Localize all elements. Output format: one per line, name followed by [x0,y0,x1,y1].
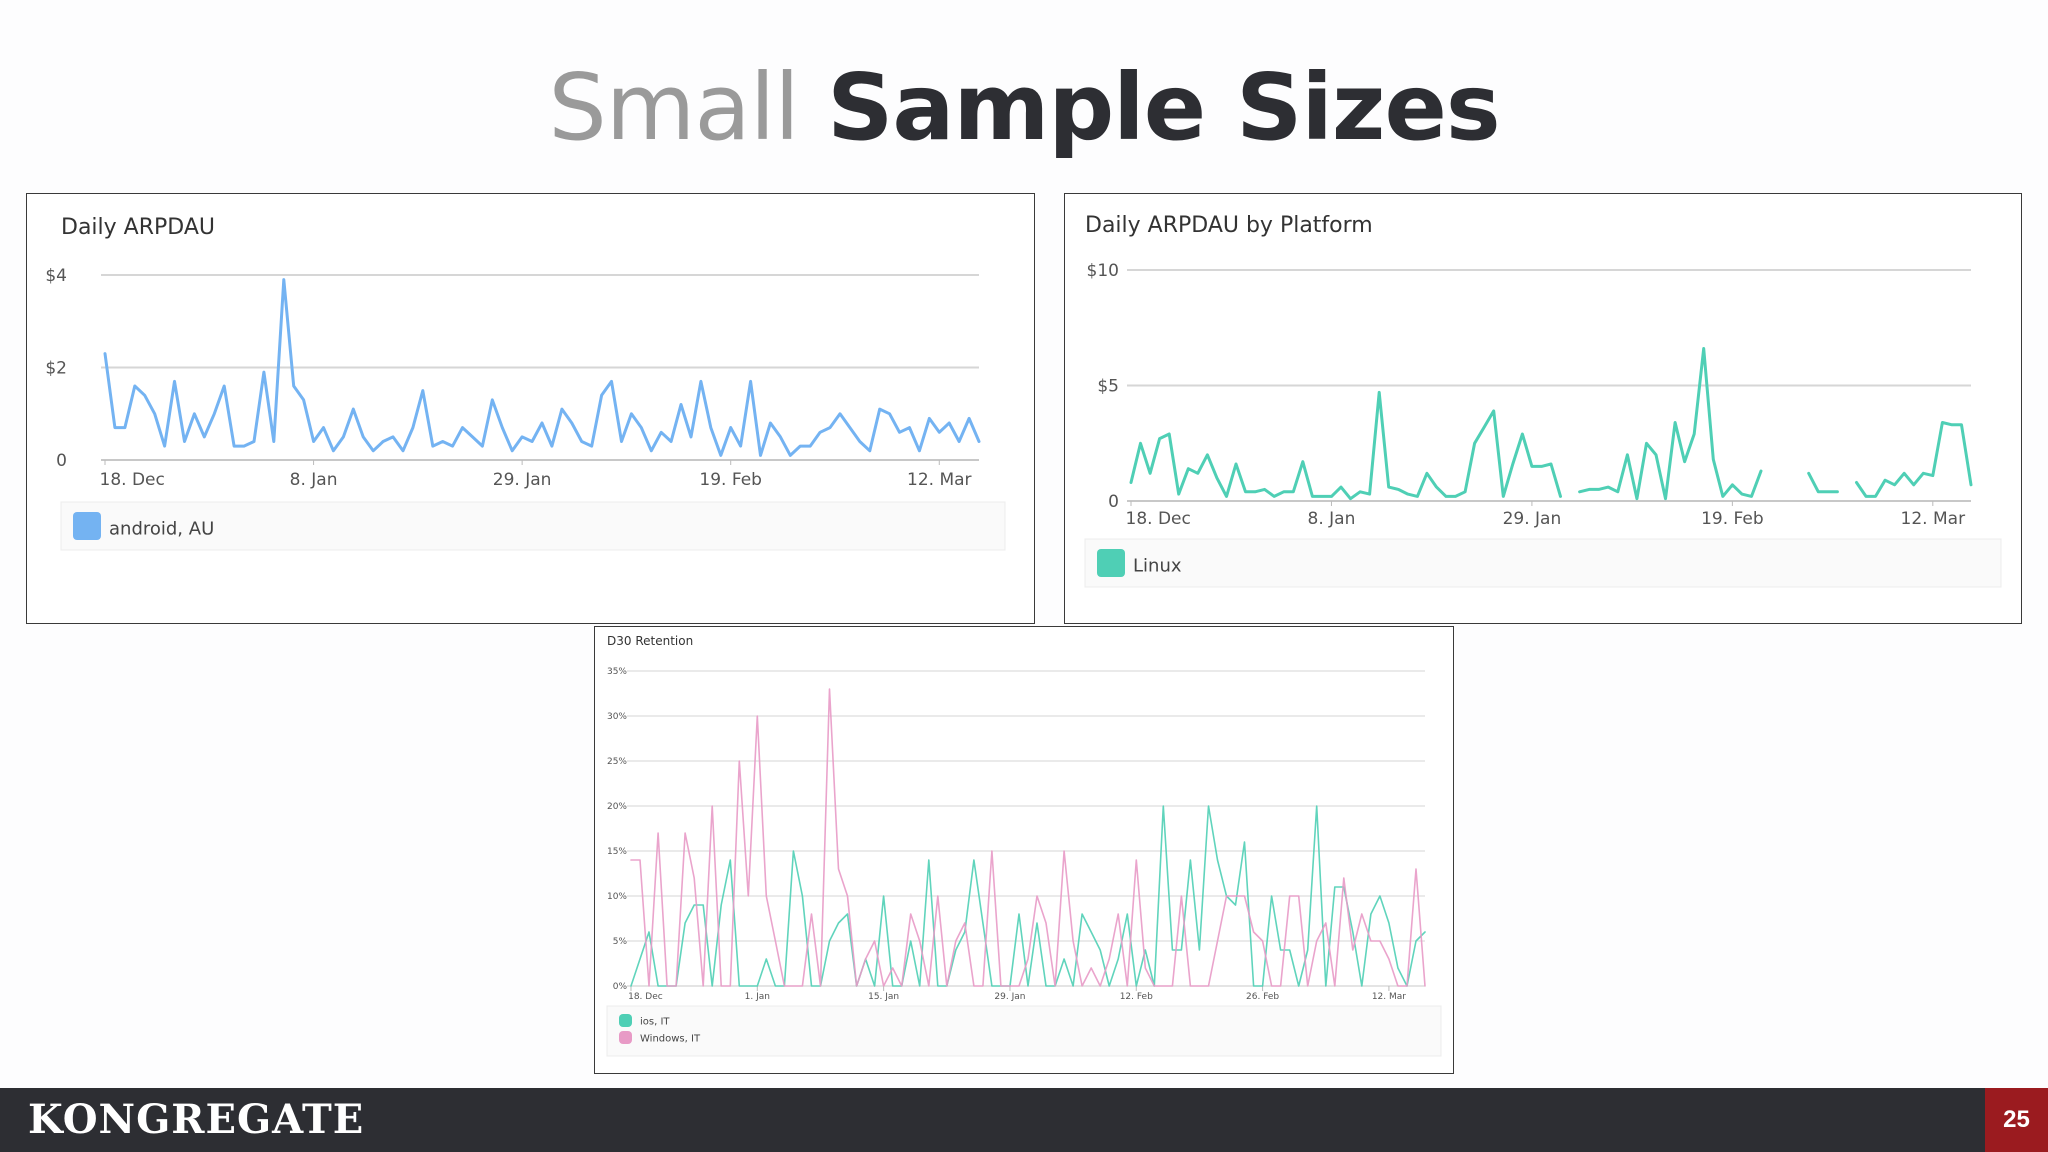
x-tick-label: 12. Feb [1120,992,1153,1002]
x-tick-label: 12. Mar [1372,992,1406,1002]
x-tick-label: 29. Jan [493,470,552,490]
x-tick-label: 1. Jan [745,992,770,1002]
title-bold: Sample Sizes [827,54,1501,161]
series-line [1129,347,1973,501]
x-tick-label: 29. Jan [994,992,1025,1002]
y-tick-label: 25% [607,757,627,767]
y-tick-label: 0 [1108,492,1119,512]
legend-swatch [1097,549,1125,577]
chart-panel-daily-arpdau: Daily ARPDAU 0 $2 $4 18. Dec 8. Jan 29. Jan 19.… [26,193,1035,624]
x-tick-label: 8. Jan [290,470,338,490]
x-tick-label: 18. Dec [1126,509,1191,529]
legend-box [60,501,1006,551]
legend-box [1084,538,2002,588]
x-tick-label: 18. Dec [100,470,165,490]
x-tick-label: 12. Mar [1901,509,1966,529]
chart-title: Daily ARPDAU by Platform [1085,213,1373,238]
y-tick-label: 20% [607,802,627,812]
legend-swatch [73,512,101,540]
chart-title: Daily ARPDAU [61,215,215,240]
y-tick-label: $5 [1097,376,1119,396]
y-tick-label: 15% [607,847,627,857]
y-tick-label: 35% [607,667,627,677]
x-tick-label: 29. Jan [1503,509,1562,529]
y-tick-label: 10% [607,892,627,902]
legend-label: ios, IT [640,1016,670,1027]
chart-daily-arpdau: Daily ARPDAU 0 $2 $4 18. Dec 8. Jan 29. Jan 19.… [45,215,1006,551]
y-tick-label: $2 [45,358,67,378]
slide-title: Small Sample Sizes [0,48,2048,168]
x-tick-label: 26. Feb [1246,992,1279,1002]
y-tick-label: $10 [1087,261,1119,281]
footer-bar [0,1088,2048,1152]
chart-panel-d30-retention: D30 Retention 0% 5% 10% 15% 20% 25% 30% 35% 18. D… [594,626,1454,1074]
chart-arpdau-by-platform: Daily ARPDAU by Platform 0 $5 $10 18. Dec 8. … [1084,213,2002,588]
page-number: 25 [1985,1088,2048,1152]
y-tick-label: 5% [613,937,628,947]
brand-logo: KONGREGATE [28,1096,365,1143]
y-tick-label: $4 [45,266,67,286]
legend-label: Linux [1133,555,1182,576]
legend-swatch [619,1014,632,1027]
legend-label: android, AU [109,518,214,539]
y-tick-label: 0% [613,982,628,992]
x-tick-label: 19. Feb [1701,509,1764,529]
x-tick-label: 12. Mar [907,470,972,490]
title-light: Small [548,54,800,161]
legend-label: Windows, IT [640,1033,701,1044]
chart-panel-arpdau-by-platform: Daily ARPDAU by Platform 0 $5 $10 18. Dec 8. … [1064,193,2022,624]
x-tick-label: 18. Dec [628,992,663,1002]
y-tick-label: 30% [607,712,627,722]
chart-d30-retention: D30 Retention 0% 5% 10% 15% 20% 25% 30% 35% 18. D… [606,634,1442,1057]
y-tick-label: 0 [56,451,67,471]
x-tick-label: 19. Feb [699,470,762,490]
x-tick-label: 15. Jan [868,992,899,1002]
legend-box [606,1005,1442,1057]
legend-swatch [619,1031,632,1044]
x-tick-label: 8. Jan [1308,509,1356,529]
chart-title: D30 Retention [607,634,693,648]
